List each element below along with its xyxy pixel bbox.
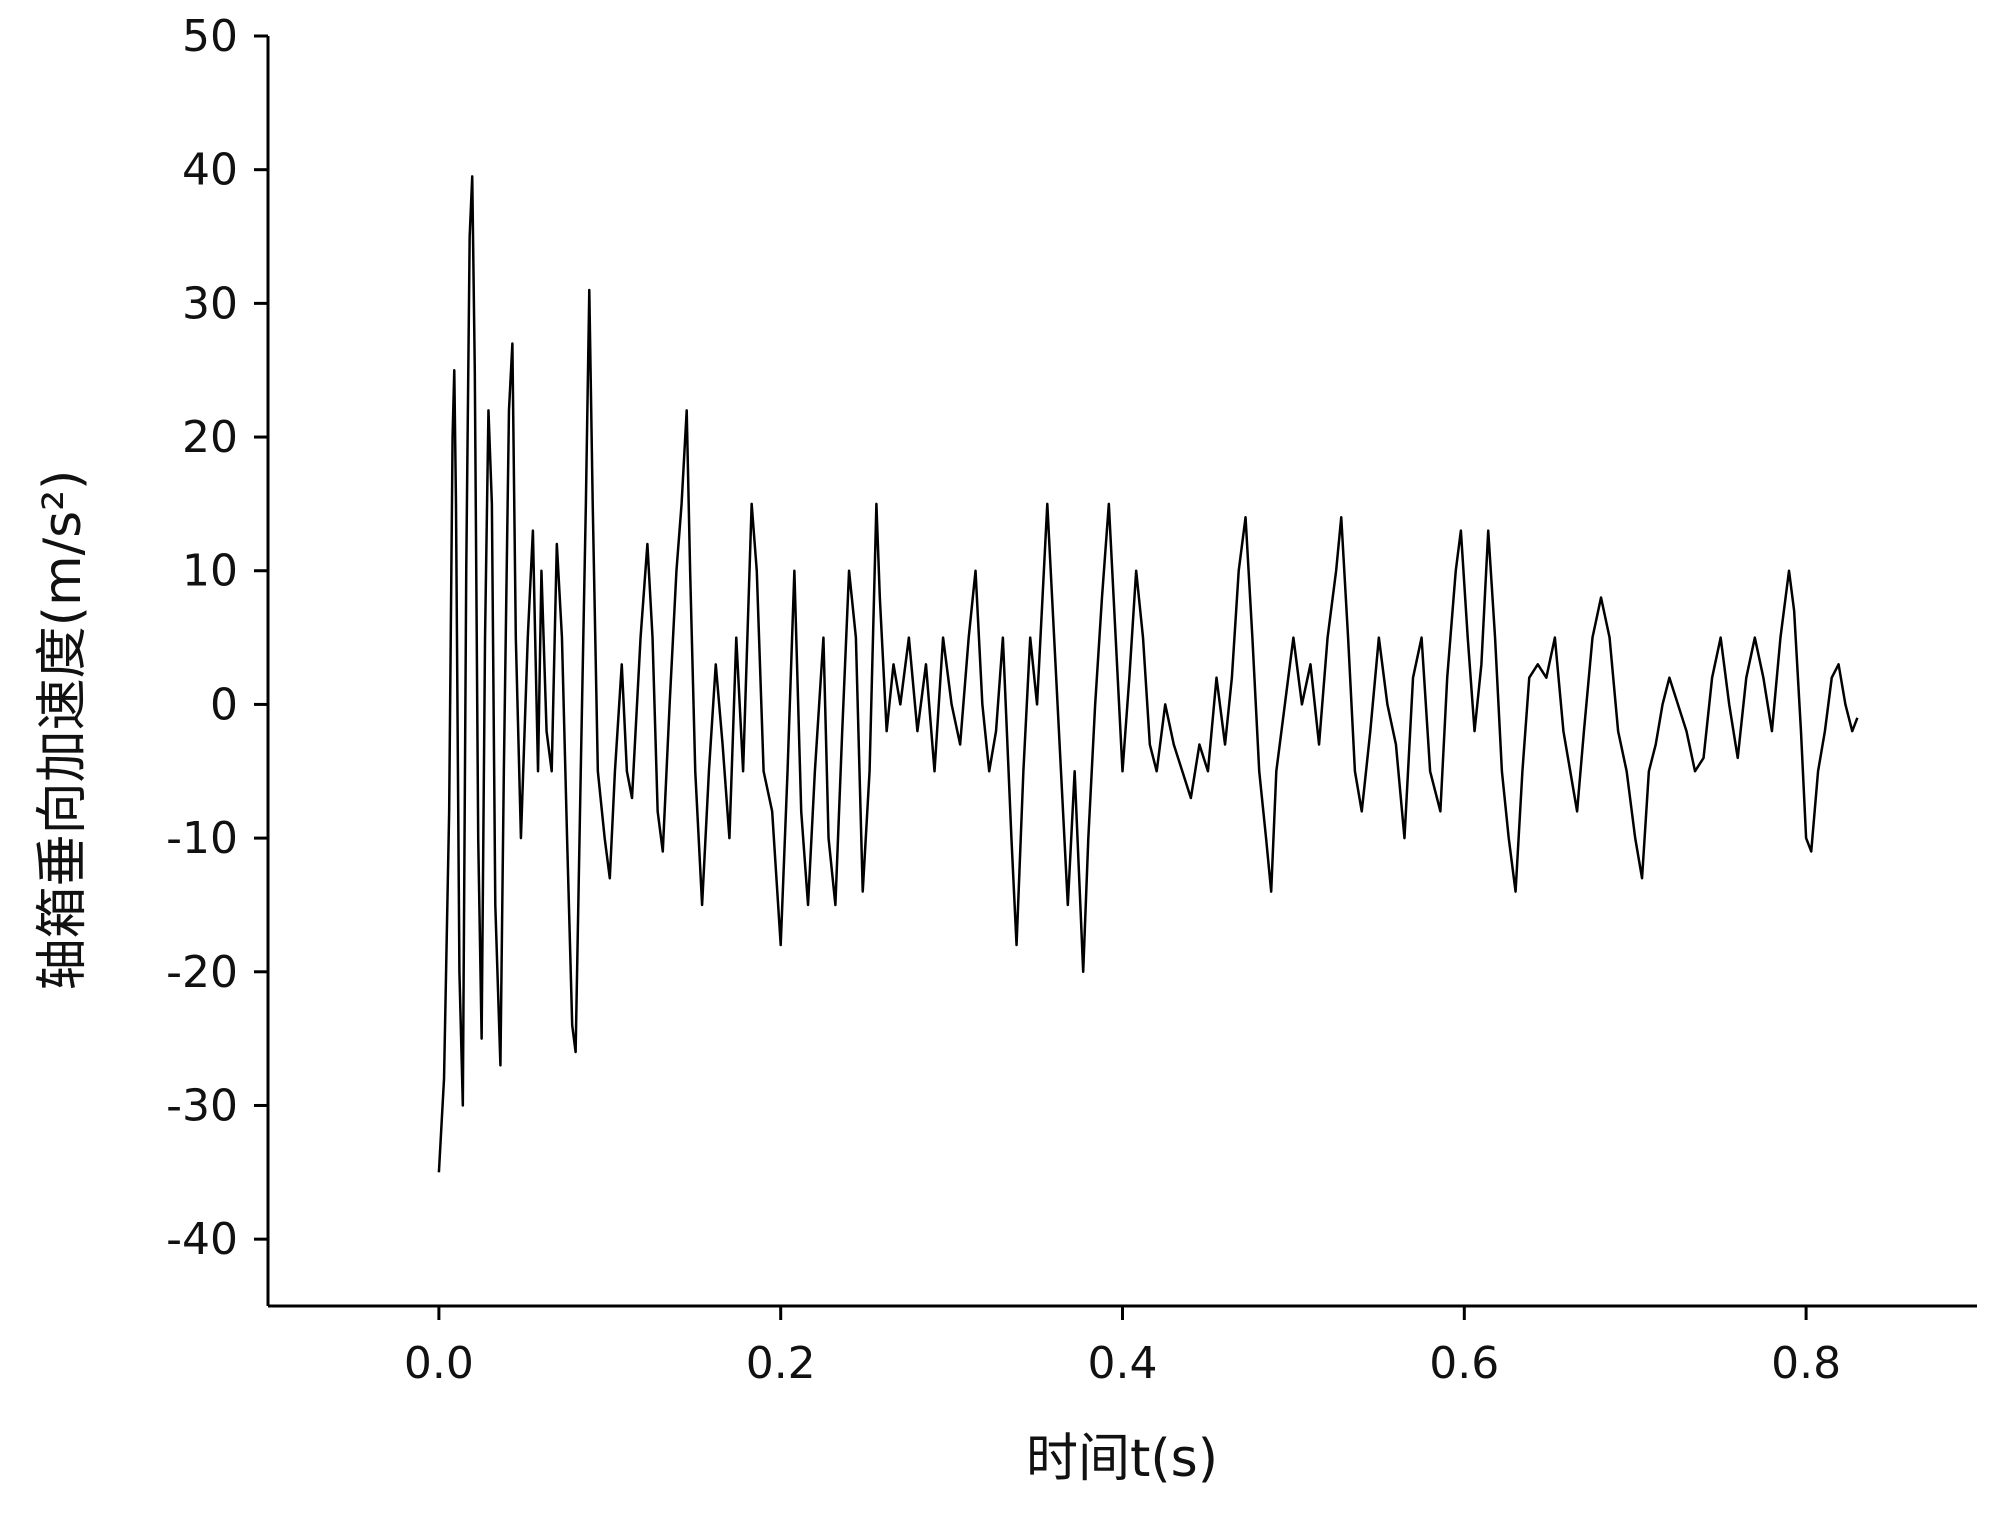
x-tick-label: 0.6 bbox=[1429, 1338, 1499, 1389]
y-axis-title: 轴箱垂向加速度(m/s²) bbox=[33, 470, 93, 991]
y-tick-label: 10 bbox=[182, 546, 238, 597]
y-tick-label: -20 bbox=[166, 947, 238, 998]
y-tick-label: -10 bbox=[166, 813, 238, 864]
x-tick-label: 0.4 bbox=[1088, 1338, 1158, 1389]
x-tick-label: 0.8 bbox=[1771, 1338, 1841, 1389]
y-tick-label: 30 bbox=[182, 278, 238, 329]
y-tick-label: 50 bbox=[182, 11, 238, 62]
y-tick-label: -30 bbox=[166, 1080, 238, 1131]
x-axis-title: 时间t(s) bbox=[1026, 1429, 1218, 1489]
data-line bbox=[437, 175, 1859, 1173]
x-tick-label: 0.0 bbox=[404, 1338, 474, 1389]
y-tick-label: -40 bbox=[166, 1214, 238, 1265]
y-tick-label: 0 bbox=[210, 679, 238, 730]
y-tick-label: 20 bbox=[182, 412, 238, 463]
x-tick-label: 0.2 bbox=[746, 1338, 816, 1389]
y-tick-label: 40 bbox=[182, 145, 238, 196]
